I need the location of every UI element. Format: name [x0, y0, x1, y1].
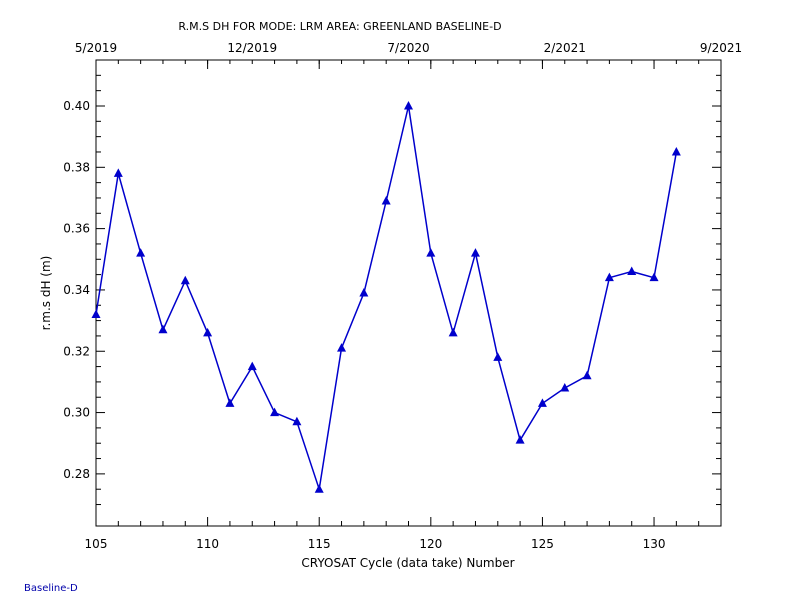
top-axis-date-label: 2/2021 — [544, 41, 586, 55]
data-point-marker — [314, 484, 324, 493]
y-tick-label: 0.28 — [63, 467, 90, 481]
data-point-marker — [537, 398, 547, 407]
chart-title: R.M.S DH FOR MODE: LRM AREA: GREENLAND B… — [178, 20, 501, 33]
y-tick-label: 0.40 — [63, 99, 90, 113]
data-point-marker — [604, 272, 614, 282]
data-point-marker — [493, 352, 503, 361]
data-point-marker — [113, 168, 123, 177]
data-point-marker — [515, 435, 525, 444]
data-point-marker — [91, 309, 101, 318]
top-axis-date-label: 9/2021 — [700, 41, 742, 55]
y-tick-label: 0.36 — [63, 222, 90, 236]
y-tick-label: 0.32 — [63, 344, 90, 358]
data-point-marker — [470, 248, 480, 257]
data-point-marker — [225, 398, 235, 407]
series-line — [95, 105, 678, 490]
y-tick-label: 0.38 — [63, 160, 90, 174]
data-point-marker — [448, 327, 458, 337]
data-point-marker — [404, 100, 413, 110]
top-axis-date-label: 12/2019 — [227, 41, 277, 55]
data-point-marker — [203, 327, 213, 337]
x-tick-label: 110 — [196, 537, 219, 551]
data-point-marker — [270, 407, 280, 417]
data-point-marker — [627, 266, 637, 276]
data-point-marker — [671, 146, 681, 156]
data-point-marker — [359, 288, 369, 297]
data-point-marker — [180, 275, 190, 285]
data-point-marker — [649, 272, 659, 282]
top-axis-date-label: 7/2020 — [387, 41, 429, 55]
x-tick-label: 130 — [643, 537, 666, 551]
baseline-footer-label: Baseline-D — [24, 583, 78, 594]
x-axis-label: CRYOSAT Cycle (data take) Number — [301, 556, 514, 570]
data-point-marker — [426, 248, 436, 257]
data-point-marker — [582, 370, 592, 380]
x-tick-label: 105 — [85, 537, 108, 551]
x-tick-label: 115 — [308, 537, 331, 551]
data-point-marker — [337, 343, 347, 352]
axis-tick-labels: 105 110 115 120 125 130 5/2019 12/2019 7/2020 2/2… — [63, 41, 742, 551]
series-markers — [91, 100, 681, 493]
data-point-marker — [158, 324, 168, 334]
y-axis-label: r.m.s dH (m) — [39, 256, 53, 331]
data-point-marker — [136, 248, 146, 257]
x-tick-label: 120 — [419, 537, 442, 551]
top-axis-date-label: 5/2019 — [75, 41, 117, 55]
y-tick-label: 0.30 — [63, 406, 90, 420]
axis-ticks — [95, 60, 722, 526]
data-point-marker — [381, 196, 391, 205]
data-point-marker — [292, 416, 302, 426]
data-point-marker — [560, 383, 570, 392]
data-point-marker — [247, 361, 257, 371]
y-tick-label: 0.34 — [63, 283, 90, 297]
x-tick-label: 125 — [531, 537, 554, 551]
